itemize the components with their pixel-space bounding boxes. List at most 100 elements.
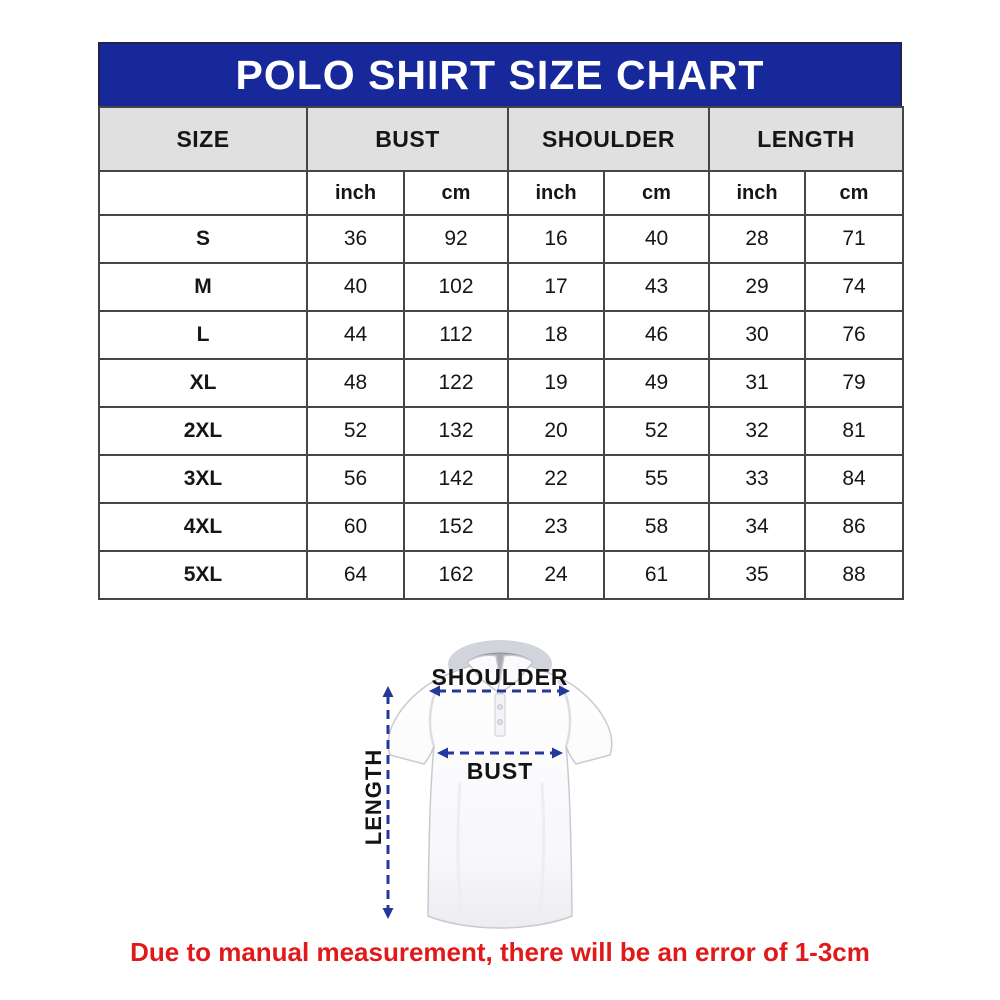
size-label-cell: 2XL xyxy=(98,406,308,456)
measurement-cell: 33 xyxy=(708,454,806,504)
unit-header-bust-inch: inch xyxy=(306,170,405,216)
measurement-cell: 60 xyxy=(306,502,405,552)
measurement-cell: 48 xyxy=(306,358,405,408)
column-header-shoulder: SHOULDER xyxy=(507,106,710,172)
length-arrow xyxy=(382,686,394,919)
body-fold-right xyxy=(537,782,546,921)
measurement-cell: 64 xyxy=(306,550,405,600)
table-row: 5XL 64 162 24 61 35 88 xyxy=(98,550,904,600)
measurement-cell: 43 xyxy=(603,262,710,312)
collar-right-flap xyxy=(495,654,535,698)
size-label-cell: M xyxy=(98,262,308,312)
shoulder-arrow xyxy=(429,685,570,697)
measurement-cell: 40 xyxy=(603,214,710,264)
measurement-cell: 20 xyxy=(507,406,605,456)
measurement-cell: 22 xyxy=(507,454,605,504)
measurement-cell: 132 xyxy=(403,406,509,456)
measurement-cell: 162 xyxy=(403,550,509,600)
measurement-cell: 49 xyxy=(603,358,710,408)
bust-arrow xyxy=(437,747,563,759)
measurement-cell: 44 xyxy=(306,310,405,360)
measurement-cell: 79 xyxy=(804,358,904,408)
column-header-size: SIZE xyxy=(98,106,308,172)
measurement-cell: 52 xyxy=(603,406,710,456)
placket xyxy=(494,693,506,737)
measurement-cell: 81 xyxy=(804,406,904,456)
measurement-cell: 31 xyxy=(708,358,806,408)
size-label-cell: 3XL xyxy=(98,454,308,504)
size-label-cell: S xyxy=(98,214,308,264)
unit-header-shoulder-inch: inch xyxy=(507,170,605,216)
left-sleeve-seam xyxy=(428,679,444,747)
unit-header-length-cm: cm xyxy=(804,170,904,216)
table-row: XL 48 122 19 49 31 79 xyxy=(98,358,904,408)
bust-measure-label: BUST xyxy=(466,758,534,784)
right-sleeve-seam xyxy=(556,679,572,747)
measurement-cell: 24 xyxy=(507,550,605,600)
size-label-cell: 5XL xyxy=(98,550,308,600)
measurement-cell: 29 xyxy=(708,262,806,312)
column-group-row: SIZE BUST SHOULDER LENGTH xyxy=(98,106,904,172)
measurement-cell: 102 xyxy=(403,262,509,312)
size-label-cell: 4XL xyxy=(98,502,308,552)
measurement-cell: 122 xyxy=(403,358,509,408)
measurement-cell: 88 xyxy=(804,550,904,600)
measurement-cell: 76 xyxy=(804,310,904,360)
measurement-cell: 55 xyxy=(603,454,710,504)
measurement-cell: 35 xyxy=(708,550,806,600)
table-row: 4XL 60 152 23 58 34 86 xyxy=(98,502,904,552)
measurement-cell: 52 xyxy=(306,406,405,456)
shoulder-measure-label: SHOULDER xyxy=(431,664,569,690)
unit-header-length-inch: inch xyxy=(708,170,806,216)
chart-title: POLO SHIRT SIZE CHART xyxy=(98,42,902,108)
measurement-cell: 23 xyxy=(507,502,605,552)
measurement-error-note: Due to manual measurement, there will be… xyxy=(130,937,870,967)
column-header-bust: BUST xyxy=(306,106,509,172)
size-chart: POLO SHIRT SIZE CHART SIZE BUST SHOULDER… xyxy=(98,42,904,600)
measurement-cell: 46 xyxy=(603,310,710,360)
unit-header-shoulder-cm: cm xyxy=(603,170,710,216)
measurement-cell: 30 xyxy=(708,310,806,360)
measurement-cell: 17 xyxy=(507,262,605,312)
measurement-cell: 86 xyxy=(804,502,904,552)
size-table-body: S 36 92 16 40 28 71 M 40 102 17 43 29 74 L 44 112 18 46 30 7… xyxy=(98,214,904,600)
body-fold-left xyxy=(456,782,464,921)
measurement-cell: 16 xyxy=(507,214,605,264)
measurement-cell: 92 xyxy=(403,214,509,264)
measurement-cell: 112 xyxy=(403,310,509,360)
table-row: S 36 92 16 40 28 71 xyxy=(98,214,904,264)
size-label-cell: L xyxy=(98,310,308,360)
empty-cell xyxy=(98,170,308,216)
length-measure-label: LENGTH xyxy=(361,748,386,846)
measurement-cell: 28 xyxy=(708,214,806,264)
measurement-cell: 56 xyxy=(306,454,405,504)
measurement-cell: 142 xyxy=(403,454,509,504)
measurement-cell: 34 xyxy=(708,502,806,552)
button-top xyxy=(497,704,503,710)
size-label-cell: XL xyxy=(98,358,308,408)
measurement-cell: 19 xyxy=(507,358,605,408)
column-header-length: LENGTH xyxy=(708,106,904,172)
measurement-cell: 74 xyxy=(804,262,904,312)
table-row: L 44 112 18 46 30 76 xyxy=(98,310,904,360)
polo-shirt-illustration xyxy=(382,640,613,929)
measurement-cell: 36 xyxy=(306,214,405,264)
measurement-cell: 61 xyxy=(603,550,710,600)
measurement-cell: 40 xyxy=(306,262,405,312)
button-bottom xyxy=(497,719,503,725)
unit-header-row: inch cm inch cm inch cm xyxy=(98,170,904,216)
shirt-body xyxy=(387,661,613,929)
measurement-cell: 32 xyxy=(708,406,806,456)
measurement-cell: 71 xyxy=(804,214,904,264)
unit-header-bust-cm: cm xyxy=(403,170,509,216)
polo-shirt-figure: SHOULDER BUST LENGTH xyxy=(330,628,670,940)
table-row: 3XL 56 142 22 55 33 84 xyxy=(98,454,904,504)
measurement-cell: 18 xyxy=(507,310,605,360)
measurement-cell: 152 xyxy=(403,502,509,552)
size-table: SIZE BUST SHOULDER LENGTH inch cm inch c… xyxy=(98,106,904,600)
table-row: 2XL 52 132 20 52 32 81 xyxy=(98,406,904,456)
measurement-cell: 84 xyxy=(804,454,904,504)
measurement-cell: 58 xyxy=(603,502,710,552)
table-row: M 40 102 17 43 29 74 xyxy=(98,262,904,312)
